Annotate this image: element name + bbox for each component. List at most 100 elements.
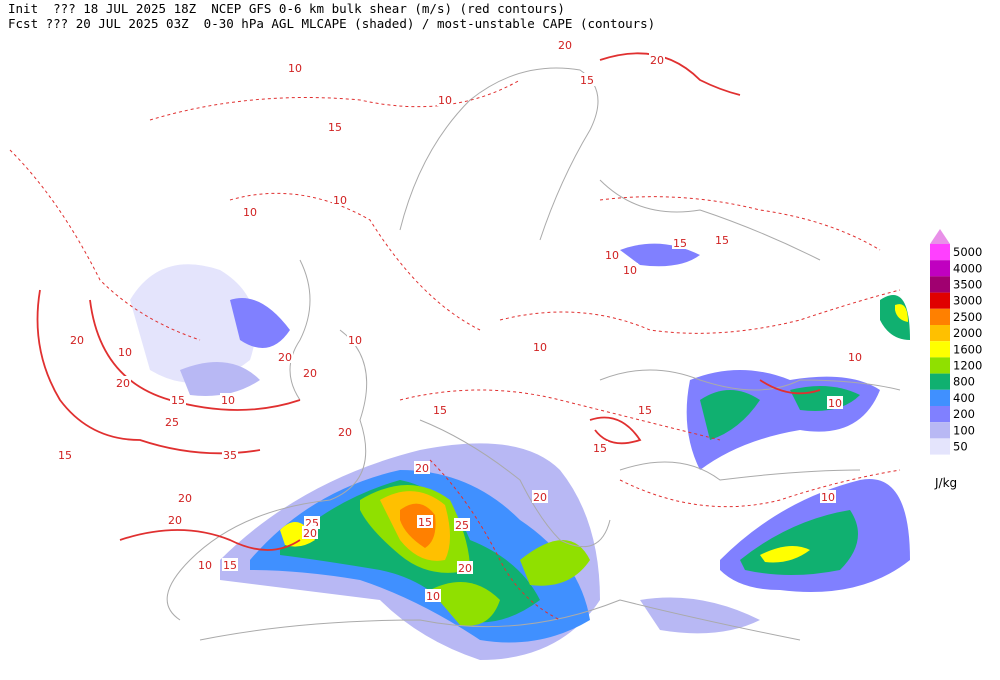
header-line: Fcst ??? 20 JUL 2025 03Z 0-30 hPa AGL ML… <box>8 16 656 31</box>
legend-swatch <box>930 308 950 325</box>
legend-label: 200 <box>953 407 975 421</box>
contour-label-box <box>649 53 665 66</box>
contour-label: 25 <box>455 519 469 532</box>
legend-arrow <box>930 229 950 244</box>
contour-label-box <box>557 38 573 51</box>
legend-swatch <box>930 406 950 423</box>
contour-label: 15 <box>171 394 185 407</box>
legend-label: 400 <box>953 391 975 405</box>
legend-label: 3000 <box>953 294 982 308</box>
legend-swatch <box>930 292 950 309</box>
contour-label-box <box>714 233 730 246</box>
contour-label: 15 <box>673 237 687 250</box>
contour-label-box <box>164 415 180 428</box>
contour-label: 20 <box>558 39 572 52</box>
legend-label: 1600 <box>953 342 982 356</box>
legend-swatch <box>930 357 950 374</box>
contour-label: 15 <box>715 234 729 247</box>
contour-label: 10 <box>623 264 637 277</box>
contour-label: 15 <box>328 121 342 134</box>
contour-label-box <box>347 333 363 346</box>
contour-label: 20 <box>303 367 317 380</box>
contour-label: 20 <box>278 351 292 364</box>
contour-label: 15 <box>418 516 432 529</box>
contour-label-box <box>242 205 258 218</box>
contour-label-box <box>457 561 473 574</box>
contour-label-box <box>167 513 183 526</box>
legend-label: 2000 <box>953 326 982 340</box>
contour-label: 10 <box>348 334 362 347</box>
contour-label-box <box>532 490 548 503</box>
contour-label: 10 <box>426 590 440 603</box>
contour-label: 15 <box>58 449 72 462</box>
contour-label-box <box>304 516 320 529</box>
contour-label: 20 <box>415 462 429 475</box>
contour-label: 20 <box>458 562 472 575</box>
cape-shading <box>130 243 910 660</box>
legend-label: 1200 <box>953 359 982 373</box>
contour-label: 10 <box>333 194 347 207</box>
contour-label-box <box>287 61 303 74</box>
contour-label-box <box>847 350 863 363</box>
contour-label-box <box>197 558 213 571</box>
contour-label-box <box>327 120 343 133</box>
contour-label-box <box>637 403 653 416</box>
legend-label: 5000 <box>953 245 982 259</box>
contour-label: 25 <box>165 416 179 429</box>
contour-label-box <box>827 396 843 409</box>
contour-label: 10 <box>848 351 862 364</box>
contour-label: 20 <box>533 491 547 504</box>
contour-label-box <box>222 558 238 571</box>
contour-label-box <box>117 345 133 358</box>
contour-label-box <box>277 350 293 363</box>
coastlines <box>166 67 901 641</box>
contour-label-box <box>592 441 608 454</box>
legend-swatch <box>930 244 950 261</box>
legend-swatch <box>930 341 950 358</box>
contour-label-box <box>177 491 193 504</box>
contour-label-box <box>579 73 595 86</box>
contour-label-box <box>454 518 470 531</box>
contour-label: 20 <box>116 377 130 390</box>
contour-label-box <box>332 193 348 206</box>
contour-label: 10 <box>243 206 257 219</box>
legend-label: 800 <box>953 375 975 389</box>
contour-label: 10 <box>533 341 547 354</box>
contour-label-box <box>302 366 318 379</box>
legend-label: 2500 <box>953 310 982 324</box>
contour-label: 10 <box>221 394 235 407</box>
legend-swatch <box>930 325 950 342</box>
contour-label-box <box>425 589 441 602</box>
contour-label-box <box>604 248 620 261</box>
contour-label: 20 <box>650 54 664 67</box>
contour-label: 10 <box>198 559 212 572</box>
contour-label: 15 <box>593 442 607 455</box>
contour-label: 10 <box>438 94 452 107</box>
contour-label-box <box>170 393 186 406</box>
contour-label: 10 <box>605 249 619 262</box>
contour-label-box <box>69 333 85 346</box>
contour-label-box <box>302 526 318 539</box>
contour-label: 20 <box>303 527 317 540</box>
contour-label: 20 <box>168 514 182 527</box>
legend-label: 100 <box>953 423 975 437</box>
contour-label-box <box>220 393 236 406</box>
contour-label-box <box>532 340 548 353</box>
contour-label: 20 <box>70 334 84 347</box>
contour-label: 10 <box>288 62 302 75</box>
contour-label-box <box>222 448 238 461</box>
legend-swatch <box>930 276 950 293</box>
contour-label: 20 <box>178 492 192 505</box>
contour-label: 20 <box>338 426 352 439</box>
legend-label: 50 <box>953 440 968 454</box>
contour-label-box <box>432 403 448 416</box>
contour-label-box <box>672 236 688 249</box>
contour-label-box <box>417 515 433 528</box>
legend-swatch <box>930 389 950 406</box>
contour-label-box <box>622 263 638 276</box>
legend-label: 3500 <box>953 278 982 292</box>
legend-units: J/kg <box>934 476 957 490</box>
contour-label: 15 <box>580 74 594 87</box>
